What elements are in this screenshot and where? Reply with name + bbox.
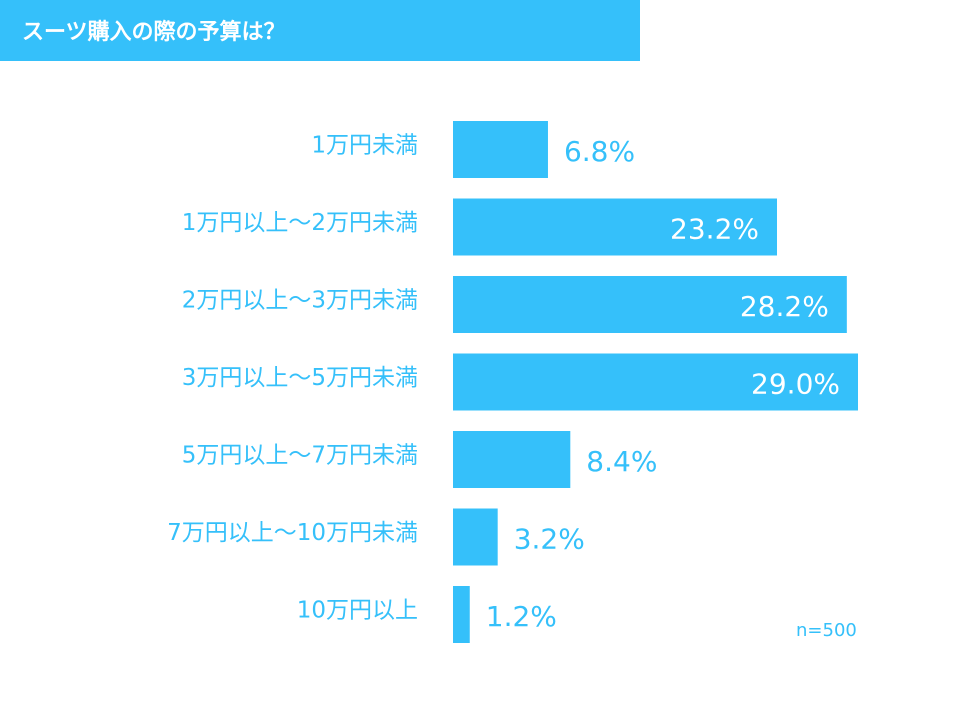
data-label: 6.8% bbox=[564, 135, 635, 168]
data-label: 28.2% bbox=[740, 290, 829, 323]
category-label: 3万円以上～5万円未満 bbox=[182, 365, 418, 391]
data-label: 23.2% bbox=[670, 213, 759, 246]
category-label: 2万円以上～3万円未満 bbox=[182, 288, 418, 314]
data-label: 1.2% bbox=[486, 600, 557, 633]
category-label: 1万円以上～2万円未満 bbox=[182, 210, 418, 236]
bar bbox=[453, 431, 571, 488]
category-label: 10万円以上 bbox=[297, 598, 418, 624]
data-label: 8.4% bbox=[586, 445, 657, 478]
category-label: 7万円以上～10万円未満 bbox=[167, 520, 418, 546]
category-label: 5万円以上～7万円未満 bbox=[182, 443, 418, 469]
bar bbox=[453, 276, 847, 333]
bar bbox=[453, 586, 470, 643]
category-label: 1万円未満 bbox=[311, 133, 418, 159]
title-banner: スーツ購入の際の予算は？ bbox=[0, 0, 640, 61]
data-label: 3.2% bbox=[514, 523, 585, 556]
chart-title: スーツ購入の際の予算は？ bbox=[22, 20, 286, 45]
bar bbox=[453, 508, 498, 566]
sample-size-note: n=500 bbox=[796, 620, 857, 641]
data-label: 29.0% bbox=[751, 368, 840, 401]
bar bbox=[453, 198, 777, 256]
bar bbox=[453, 353, 858, 411]
bar bbox=[453, 121, 548, 178]
